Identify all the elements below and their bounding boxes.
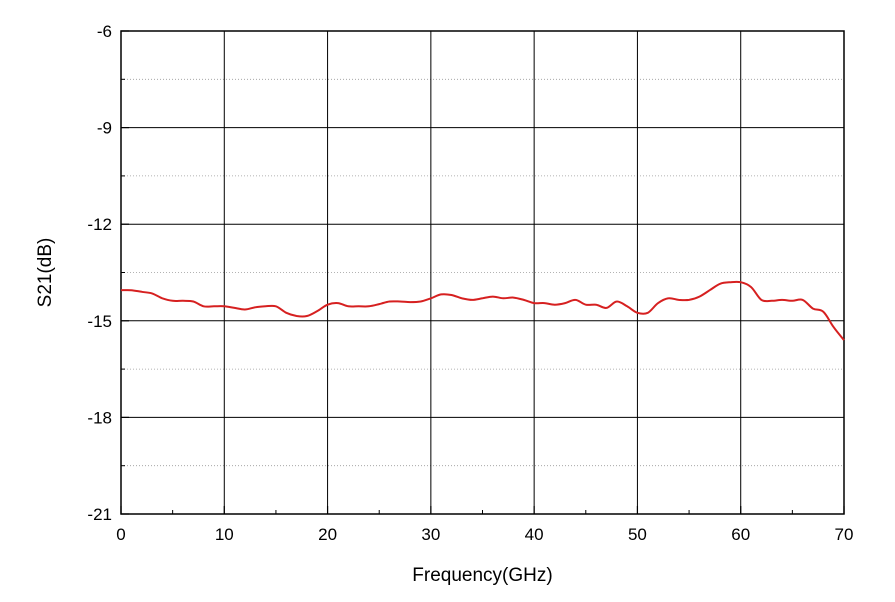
x-tick-label: 60 bbox=[731, 525, 750, 544]
y-axis-title: S21(dB) bbox=[35, 238, 56, 308]
axis-ticks bbox=[120, 30, 845, 515]
y-tick-label: -21 bbox=[87, 505, 112, 524]
y-tick-label: -15 bbox=[87, 312, 112, 331]
x-tick-label: 10 bbox=[215, 525, 234, 544]
x-tick-labels: 0 10 20 30 40 50 60 70 bbox=[116, 525, 853, 544]
x-tick-label: 70 bbox=[835, 525, 854, 544]
major-gridlines bbox=[121, 31, 844, 514]
x-tick-label: 40 bbox=[525, 525, 544, 544]
x-tick-label: 30 bbox=[421, 525, 440, 544]
y-tick-labels: -21 -18 -15 -12 -9 -6 bbox=[87, 22, 112, 524]
x-axis-title: Frequency(GHz) bbox=[412, 565, 552, 586]
minor-gridlines bbox=[121, 78, 844, 467]
s21-series-line bbox=[120, 280, 845, 341]
series-layer bbox=[120, 280, 845, 341]
y-tick-label: -12 bbox=[87, 215, 112, 234]
y-tick-label: -6 bbox=[97, 22, 112, 41]
y-tick-label: -18 bbox=[87, 408, 112, 427]
x-tick-label: 50 bbox=[628, 525, 647, 544]
x-tick-label: 20 bbox=[318, 525, 337, 544]
y-tick-label: -9 bbox=[97, 119, 112, 138]
x-tick-label: 0 bbox=[116, 525, 125, 544]
